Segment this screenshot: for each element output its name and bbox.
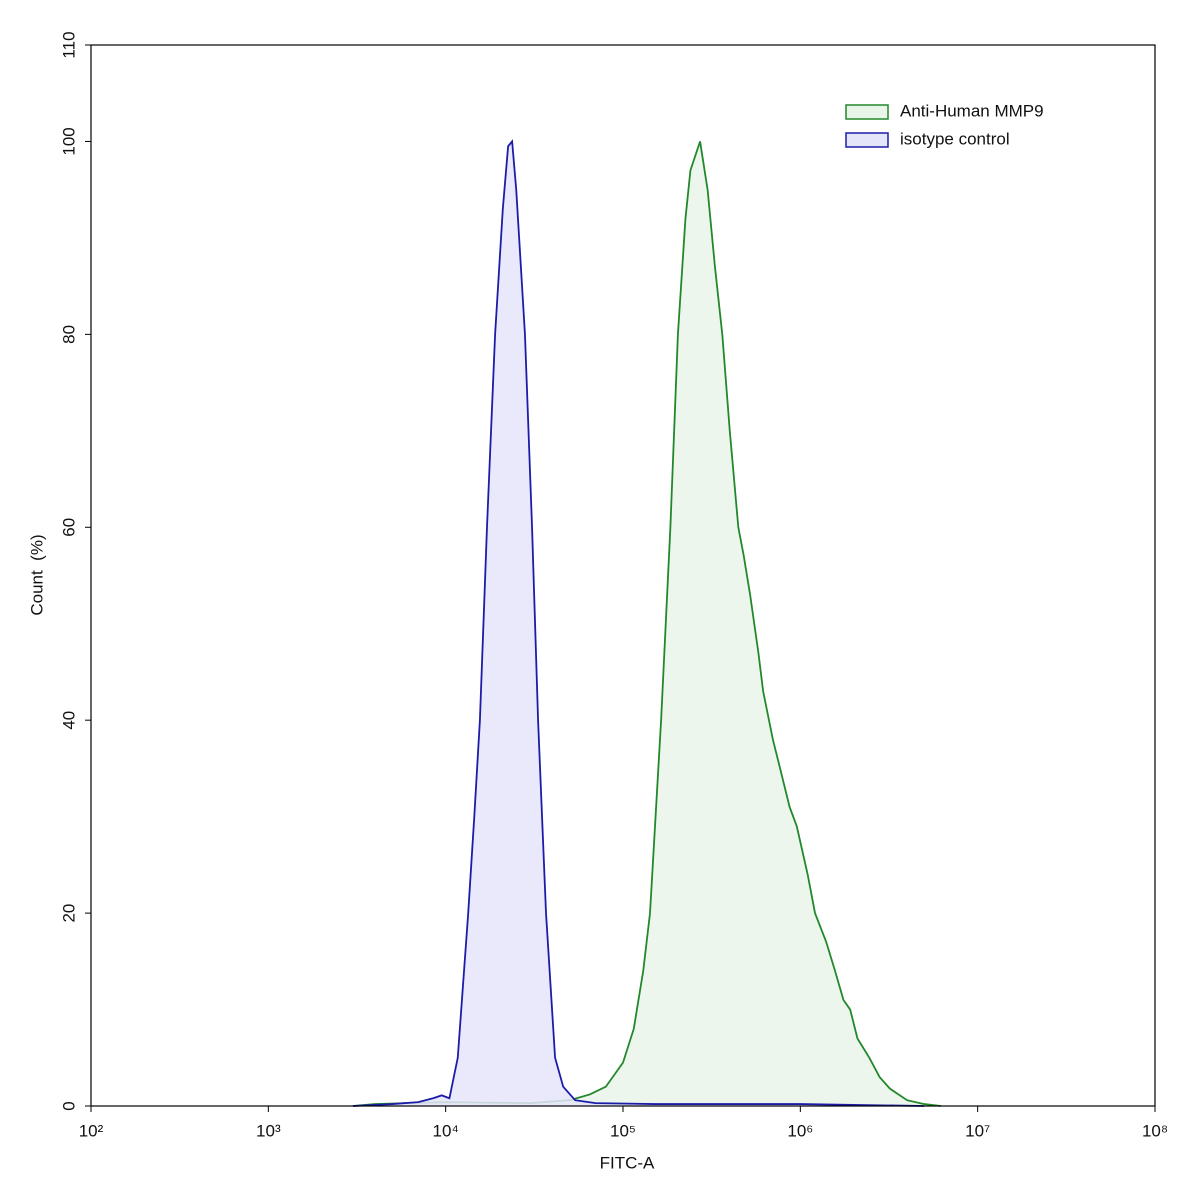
x-tick-label: 10⁶ bbox=[787, 1121, 813, 1140]
legend-label: isotype control bbox=[900, 129, 1010, 148]
area-fill bbox=[352, 141, 925, 1106]
x-tick-label: 10⁴ bbox=[433, 1121, 459, 1140]
y-tick-label: 110 bbox=[59, 31, 78, 58]
x-tick-label: 10⁷ bbox=[965, 1121, 990, 1140]
x-tick-label: 10⁵ bbox=[610, 1121, 636, 1140]
x-axis-label: FITC-A bbox=[600, 1153, 655, 1172]
area-fill bbox=[352, 141, 941, 1106]
y-tick-label: 40 bbox=[59, 711, 78, 730]
legend: Anti-Human MMP9 isotype control bbox=[845, 101, 1044, 148]
y-tick-label: 60 bbox=[59, 518, 78, 537]
y-tick-label: 20 bbox=[59, 904, 78, 923]
x-tick-label: 10⁸ bbox=[1142, 1121, 1168, 1140]
y-tick-label: 80 bbox=[59, 325, 78, 344]
x-tick-label: 10³ bbox=[256, 1121, 281, 1140]
y-axis-label: Count (%) bbox=[27, 534, 46, 615]
y-tick-label: 100 bbox=[59, 127, 78, 155]
plot-frame bbox=[90, 44, 1156, 1107]
legend-swatch bbox=[845, 104, 889, 120]
legend-swatch bbox=[845, 132, 889, 148]
legend-label: Anti-Human MMP9 bbox=[900, 101, 1044, 120]
y-tick-label: 0 bbox=[59, 1101, 78, 1110]
histogram-line bbox=[352, 141, 941, 1107]
histogram-line bbox=[352, 139, 925, 1107]
x-tick-label: 10² bbox=[79, 1121, 104, 1140]
